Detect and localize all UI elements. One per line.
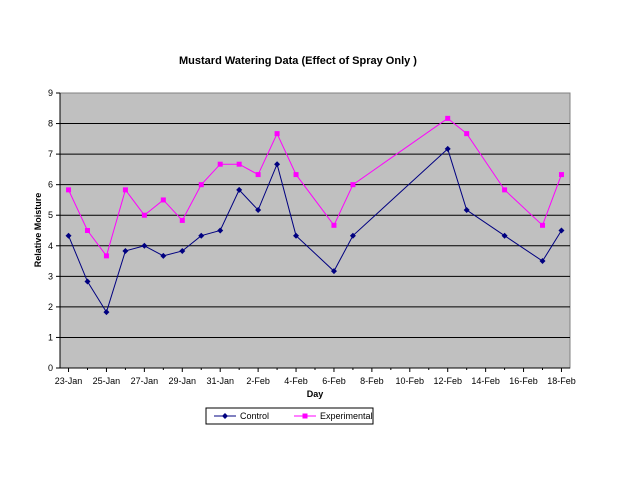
data-point-experimental: [122, 187, 128, 193]
y-tick-label-3: 3: [48, 271, 53, 281]
data-point-experimental: [255, 172, 261, 178]
y-tick-label-8: 8: [48, 119, 53, 129]
data-point-control: [501, 232, 508, 239]
x-tick-label: 4-Feb: [284, 376, 308, 386]
data-point-control: [255, 207, 262, 214]
legend-marker-experimental: [302, 413, 308, 419]
data-point-control: [293, 232, 300, 239]
data-point-control: [198, 232, 205, 239]
x-tick-label: 27-Jan: [131, 376, 159, 386]
x-tick-label: 16-Feb: [509, 376, 538, 386]
data-point-experimental: [217, 161, 223, 167]
data-point-control: [122, 247, 129, 254]
data-point-experimental: [350, 182, 356, 188]
data-point-control: [103, 309, 110, 316]
x-tick-label: 18-Feb: [547, 376, 576, 386]
data-point-control: [236, 186, 243, 193]
x-tick-label: 14-Feb: [471, 376, 500, 386]
x-axis-label: Day: [307, 389, 324, 399]
data-point-experimental: [141, 212, 147, 218]
data-point-experimental: [236, 161, 242, 167]
y-axis-label: Relative Moisture: [33, 193, 43, 268]
x-tick-label: 8-Feb: [360, 376, 384, 386]
data-point-experimental: [66, 187, 72, 193]
data-point-control: [539, 258, 546, 265]
data-point-control: [330, 268, 337, 275]
x-tick-labels: 23-Jan 25-Jan 27-Jan 29-Jan 31-Jan 2-Feb 4-Feb…: [55, 376, 576, 386]
y-tick-label-7: 7: [48, 149, 53, 159]
x-tick-label: 10-Feb: [396, 376, 425, 386]
data-point-control: [160, 252, 167, 259]
data-point-control: [141, 242, 148, 249]
data-point-experimental: [84, 228, 90, 233]
y-tick-label-6: 6: [48, 180, 53, 190]
data-point-control: [463, 207, 470, 214]
data-point-experimental: [464, 131, 470, 137]
data-point-control: [84, 278, 91, 285]
series-line-experimental: [68, 117, 562, 257]
x-tick-label: 31-Jan: [206, 376, 234, 386]
plot-area: [59, 92, 571, 369]
data-point-control: [179, 247, 186, 254]
legend-marker-control: [222, 413, 228, 419]
data-point-control: [349, 232, 356, 239]
x-tick-label: 2-Feb: [246, 376, 270, 386]
data-point-experimental: [198, 182, 204, 188]
data-point-experimental: [160, 197, 166, 203]
series-lines: [65, 115, 565, 316]
series-experimental: [66, 115, 564, 259]
y-tick-label-5: 5: [48, 210, 53, 220]
y-tick-labels: 0 1 2 3 4 5 6 7 8 9: [48, 88, 53, 373]
axes: [56, 92, 570, 372]
legend-label-experimental: Experimental: [320, 411, 373, 421]
y-tick-label-1: 1: [48, 332, 53, 342]
data-point-experimental: [540, 222, 546, 228]
data-point-experimental: [331, 222, 337, 228]
series-line-control: [68, 148, 562, 314]
data-point-control: [217, 227, 224, 234]
data-point-experimental: [274, 131, 280, 137]
y-tick-label-4: 4: [48, 241, 53, 251]
x-tick-label: 23-Jan: [55, 376, 83, 386]
data-point-control: [444, 145, 451, 152]
data-point-experimental: [502, 187, 508, 193]
x-tick-label: 29-Jan: [169, 376, 197, 386]
y-tick-label-2: 2: [48, 302, 53, 312]
data-point-experimental: [293, 172, 299, 178]
data-point-control: [274, 161, 281, 168]
x-tick-label: 25-Jan: [93, 376, 121, 386]
series-control: [65, 145, 565, 316]
data-point-experimental: [445, 115, 451, 121]
data-point-experimental: [103, 253, 109, 259]
chart-title: Mustard Watering Data (Effect of Spray O…: [179, 55, 417, 67]
data-point-control: [65, 232, 72, 239]
data-point-experimental: [179, 217, 185, 223]
x-tick-label: 12-Feb: [433, 376, 462, 386]
y-tick-label-9: 9: [48, 88, 53, 98]
legend-box: [205, 407, 374, 425]
legend-label-control: Control: [240, 411, 269, 421]
data-point-control: [558, 227, 565, 234]
data-point-experimental: [558, 172, 564, 178]
y-tick-label-0: 0: [48, 363, 53, 373]
x-tick-label: 6-Feb: [322, 376, 346, 386]
legend: Control Experimental: [205, 407, 374, 425]
